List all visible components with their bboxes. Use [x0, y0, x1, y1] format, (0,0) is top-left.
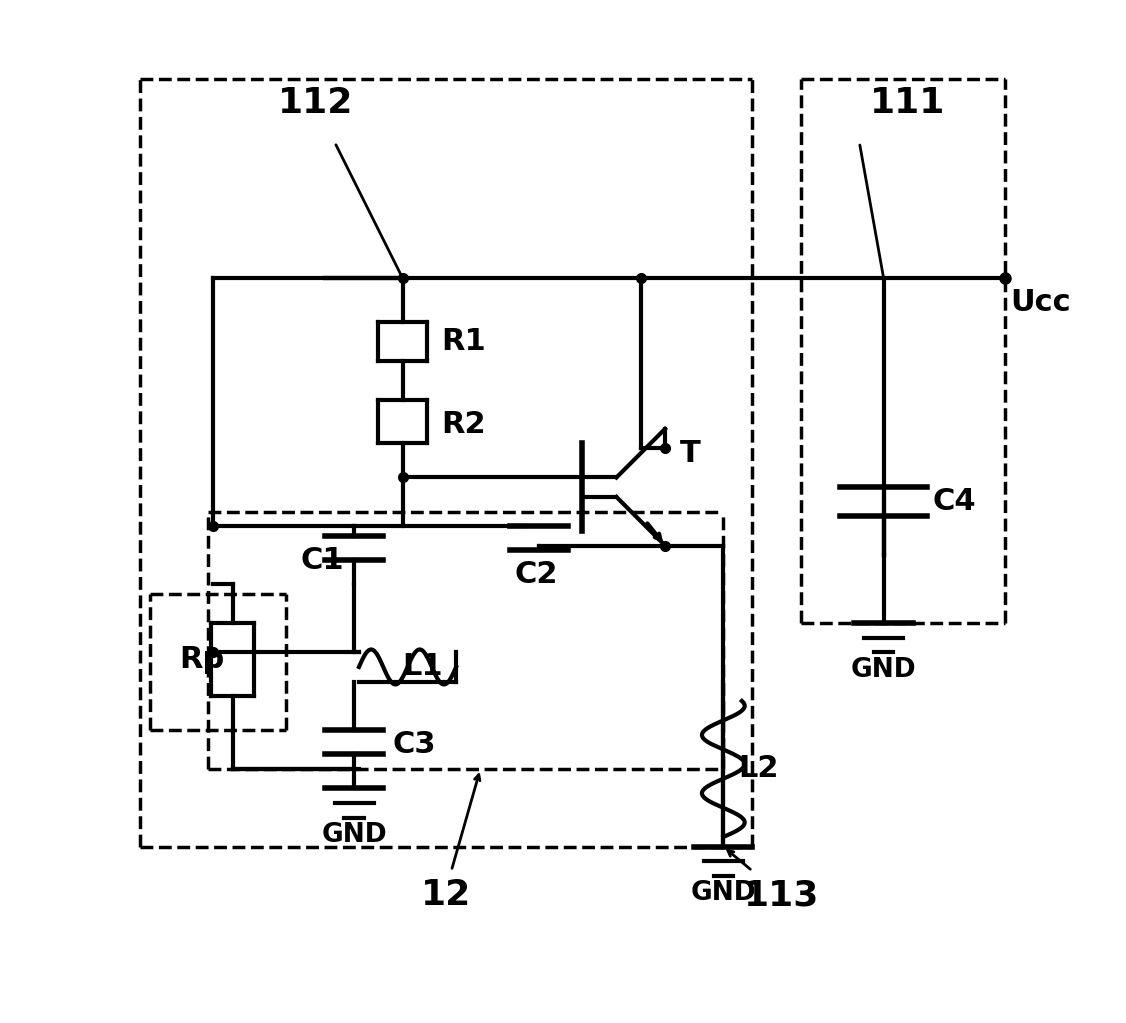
- Text: R2: R2: [441, 409, 486, 439]
- Text: GND: GND: [851, 657, 917, 682]
- Text: GND: GND: [690, 880, 757, 906]
- Text: Rp: Rp: [179, 644, 224, 674]
- Text: Ucc: Ucc: [1010, 288, 1071, 317]
- Text: C1: C1: [301, 545, 345, 575]
- Text: L2: L2: [738, 755, 778, 784]
- Text: GND: GND: [321, 821, 387, 848]
- Text: 111: 111: [870, 86, 946, 120]
- Text: C3: C3: [393, 730, 437, 759]
- Text: 12: 12: [421, 878, 472, 913]
- Text: 112: 112: [277, 86, 352, 120]
- Text: C4: C4: [932, 487, 976, 517]
- Text: C2: C2: [515, 561, 557, 589]
- Text: R1: R1: [441, 327, 486, 356]
- Text: T: T: [680, 439, 700, 468]
- Text: 113: 113: [744, 878, 820, 913]
- Text: L1: L1: [403, 653, 444, 681]
